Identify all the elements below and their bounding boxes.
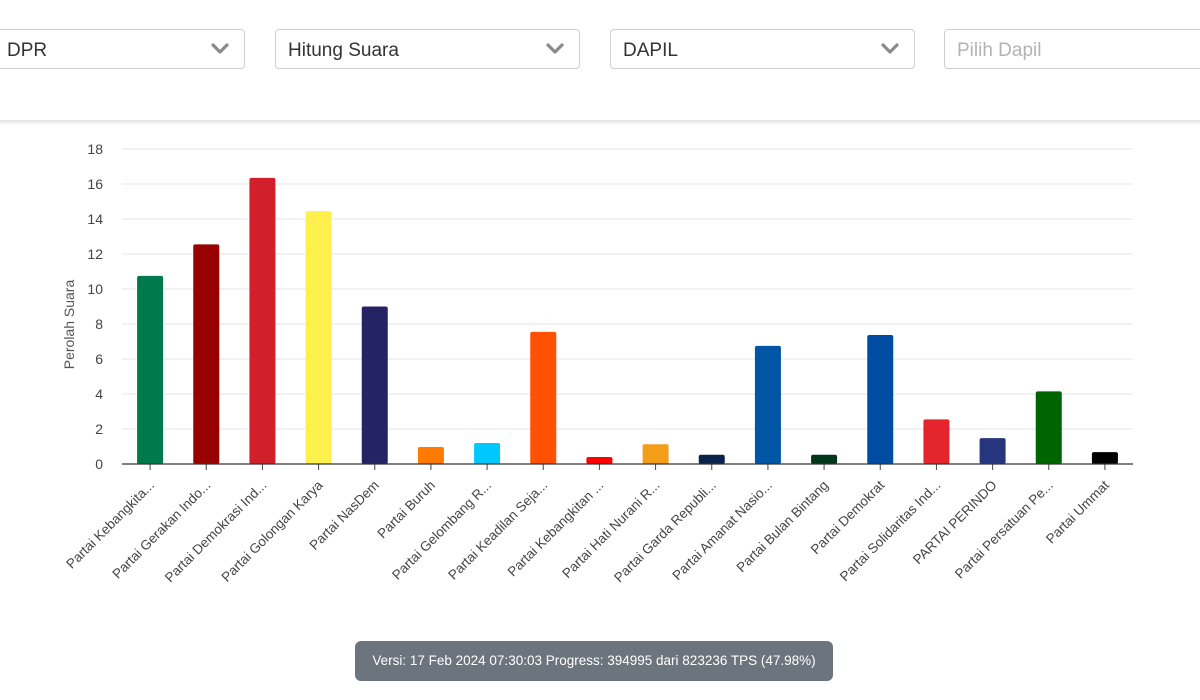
chevron-down-icon — [881, 43, 899, 54]
bar[interactable] — [811, 454, 838, 464]
x-tick-label: Partai Gerakan Indo... — [109, 478, 213, 582]
y-tick-label: 14 — [87, 211, 103, 227]
bar[interactable] — [867, 335, 894, 464]
y-tick-label: 18 — [87, 141, 103, 157]
chart-x-axis: Partai Kebangkita...Partai Gerakan Indo.… — [63, 463, 1133, 586]
bar[interactable] — [642, 444, 669, 464]
bar[interactable] — [1091, 452, 1118, 464]
y-tick-label: 4 — [95, 386, 103, 402]
x-tick-label: Partai Bulan Bintang — [734, 478, 832, 576]
x-tick-label: Partai Golongan Karya — [219, 477, 327, 585]
region-select[interactable]: Pilih Dapil — [944, 29, 1200, 69]
x-tick-label: Partai Keadilan Seja... — [445, 478, 550, 583]
vote-bar-chart: 0 2 4 6 8 10 12 14 16 18 Perolah Suara Partai Keba… — [61, 141, 1133, 586]
progress-status-badge: Versi: 17 Feb 2024 07:30:03 Progress: 39… — [355, 641, 833, 681]
region-select-placeholder: Pilih Dapil — [957, 40, 1042, 61]
y-tick-label: 2 — [95, 421, 103, 437]
x-tick-label: Partai Persatuan Pe... — [952, 478, 1056, 582]
chart-bars — [137, 177, 1118, 465]
x-tick-label: Partai Solidaritas Ind... — [837, 478, 944, 585]
y-axis-label: Perolah Suara — [61, 280, 77, 370]
x-tick-label: Partai Kebangkitan ... — [505, 478, 607, 580]
y-tick-label: 16 — [87, 176, 103, 192]
bar[interactable] — [1035, 391, 1062, 464]
y-tick-label: 12 — [87, 246, 103, 262]
mode-select-value: Hitung Suara — [288, 40, 399, 61]
y-tick-label: 0 — [95, 456, 103, 472]
bar[interactable] — [474, 443, 501, 464]
region-type-select[interactable]: DAPIL — [610, 29, 915, 69]
x-tick-label: Partai Amanat Nasio... — [669, 478, 775, 584]
bar[interactable] — [305, 211, 332, 464]
y-tick-label: 6 — [95, 351, 103, 367]
chevron-down-icon — [211, 43, 229, 54]
filter-bar: DPR Hitung Suara DAPIL Pilih Dapil — [0, 0, 1200, 121]
bar[interactable] — [417, 447, 444, 464]
chart-y-axis: 0 2 4 6 8 10 12 14 16 18 Perolah Suara — [61, 141, 103, 472]
x-tick-label: Partai Gelombang R... — [389, 478, 494, 583]
chevron-down-icon — [546, 43, 564, 54]
bar[interactable] — [361, 306, 388, 465]
x-tick-label: Partai Garda Republi... — [611, 478, 719, 586]
bar[interactable] — [137, 275, 164, 464]
bar[interactable] — [754, 345, 781, 464]
bar[interactable] — [586, 457, 613, 464]
mode-select[interactable]: Hitung Suara — [275, 29, 580, 69]
bar[interactable] — [530, 331, 557, 464]
bar[interactable] — [923, 419, 950, 464]
chamber-select-value: DPR — [7, 40, 48, 61]
chamber-select[interactable]: DPR — [0, 29, 245, 69]
x-tick-label: Partai Demokrasi Ind... — [162, 478, 270, 586]
region-type-select-value: DAPIL — [623, 40, 678, 61]
bar[interactable] — [698, 454, 725, 464]
bar[interactable] — [193, 244, 220, 464]
bar[interactable] — [249, 177, 276, 464]
bar[interactable] — [979, 438, 1006, 464]
y-tick-label: 10 — [87, 281, 103, 297]
y-tick-label: 8 — [95, 316, 103, 332]
x-tick-label: Partai Hati Nurani R... — [559, 478, 662, 581]
chart-gridlines — [122, 148, 1133, 430]
